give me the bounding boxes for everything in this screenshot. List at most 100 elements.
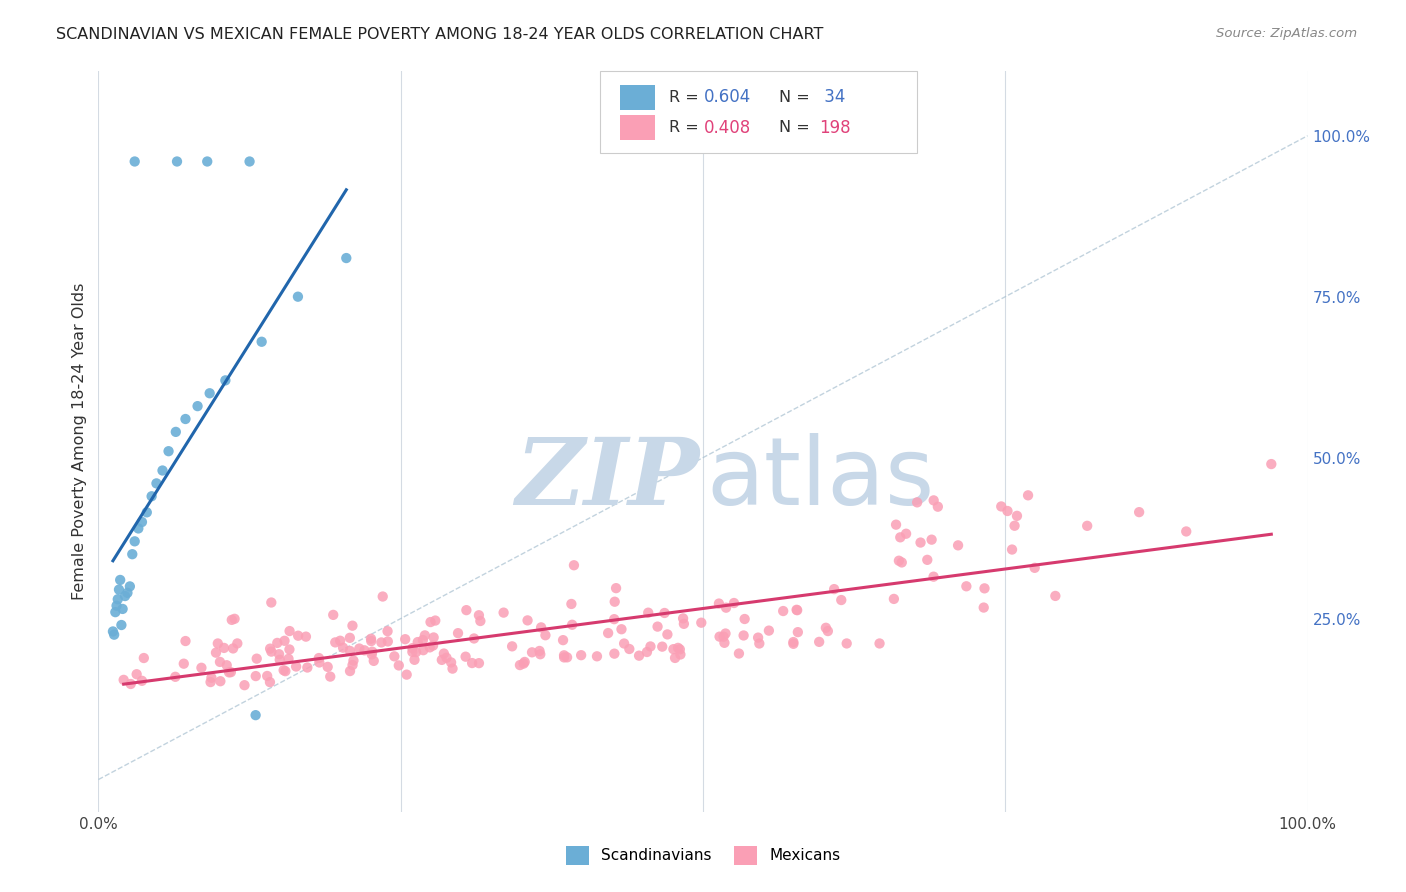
Point [561,617,583,632]
Point [266,636,288,650]
Point [530,620,553,634]
Point [713,630,735,644]
Point [339,644,361,658]
Point [360,632,382,646]
Point [107,592,129,607]
Point [869,636,891,650]
Point [152,463,174,477]
Point [887,554,910,568]
Point [145,476,167,491]
Point [174,412,197,426]
Point [388,658,411,673]
Point [342,654,364,668]
Point [215,658,238,673]
Point [534,628,557,642]
Point [274,664,297,678]
Point [637,606,659,620]
Point [141,489,163,503]
Point [117,586,139,600]
Point [714,600,737,615]
Point [406,635,429,649]
Point [256,669,278,683]
Point [669,648,692,662]
Point [492,606,515,620]
Point [205,646,228,660]
Point [371,590,394,604]
Point [758,624,780,638]
Text: R =: R = [669,90,704,104]
Point [239,154,262,169]
Point [287,629,309,643]
Point [955,579,977,593]
Point [245,669,267,683]
Point [814,621,837,635]
Point [520,645,543,659]
Point [922,493,945,508]
Point [430,653,453,667]
Point [884,517,907,532]
Point [560,597,582,611]
Point [654,606,676,620]
Text: ZIP: ZIP [515,434,699,524]
Point [208,655,231,669]
Point [273,633,295,648]
Point [782,635,804,649]
Point [910,535,932,549]
Point [187,399,209,413]
Point [422,639,444,653]
Point [786,603,808,617]
Point [382,649,405,664]
Point [353,643,375,657]
Point [308,656,330,670]
Point [1005,508,1028,523]
Point [707,597,730,611]
Text: 0.408: 0.408 [704,119,751,136]
Point [436,650,458,665]
Legend: Scandinavians, Mexicans: Scandinavians, Mexicans [560,840,846,871]
Point [662,642,685,657]
Point [165,670,187,684]
Point [131,515,153,529]
Point [323,635,346,649]
Point [419,640,441,655]
Point [456,603,478,617]
Point [316,660,339,674]
Point [463,632,485,646]
Point [603,595,626,609]
Point [733,628,755,642]
Point [690,615,713,630]
Point [273,663,295,677]
Point [174,634,197,648]
Point [412,643,434,657]
Point [973,582,995,596]
Point [297,660,319,674]
Point [260,645,283,659]
Point [339,664,361,678]
Point [664,651,686,665]
Point [135,505,157,519]
Point [509,658,531,673]
Point [1017,488,1039,502]
Point [221,613,243,627]
Point [269,653,291,667]
Text: N =: N = [779,90,814,104]
Point [425,614,447,628]
Point [360,634,382,648]
Point [401,641,423,656]
Text: 0.604: 0.604 [704,88,751,106]
Point [342,658,364,673]
Point [1001,542,1024,557]
Point [669,642,692,657]
Point [927,500,949,514]
Point [666,640,689,655]
Point [723,596,745,610]
Point [319,670,342,684]
Point [124,534,146,549]
Point [830,593,852,607]
Text: N =: N = [779,120,814,135]
Point [110,618,132,632]
Point [1045,589,1067,603]
Point [441,662,464,676]
Point [422,631,444,645]
Point [921,533,943,547]
